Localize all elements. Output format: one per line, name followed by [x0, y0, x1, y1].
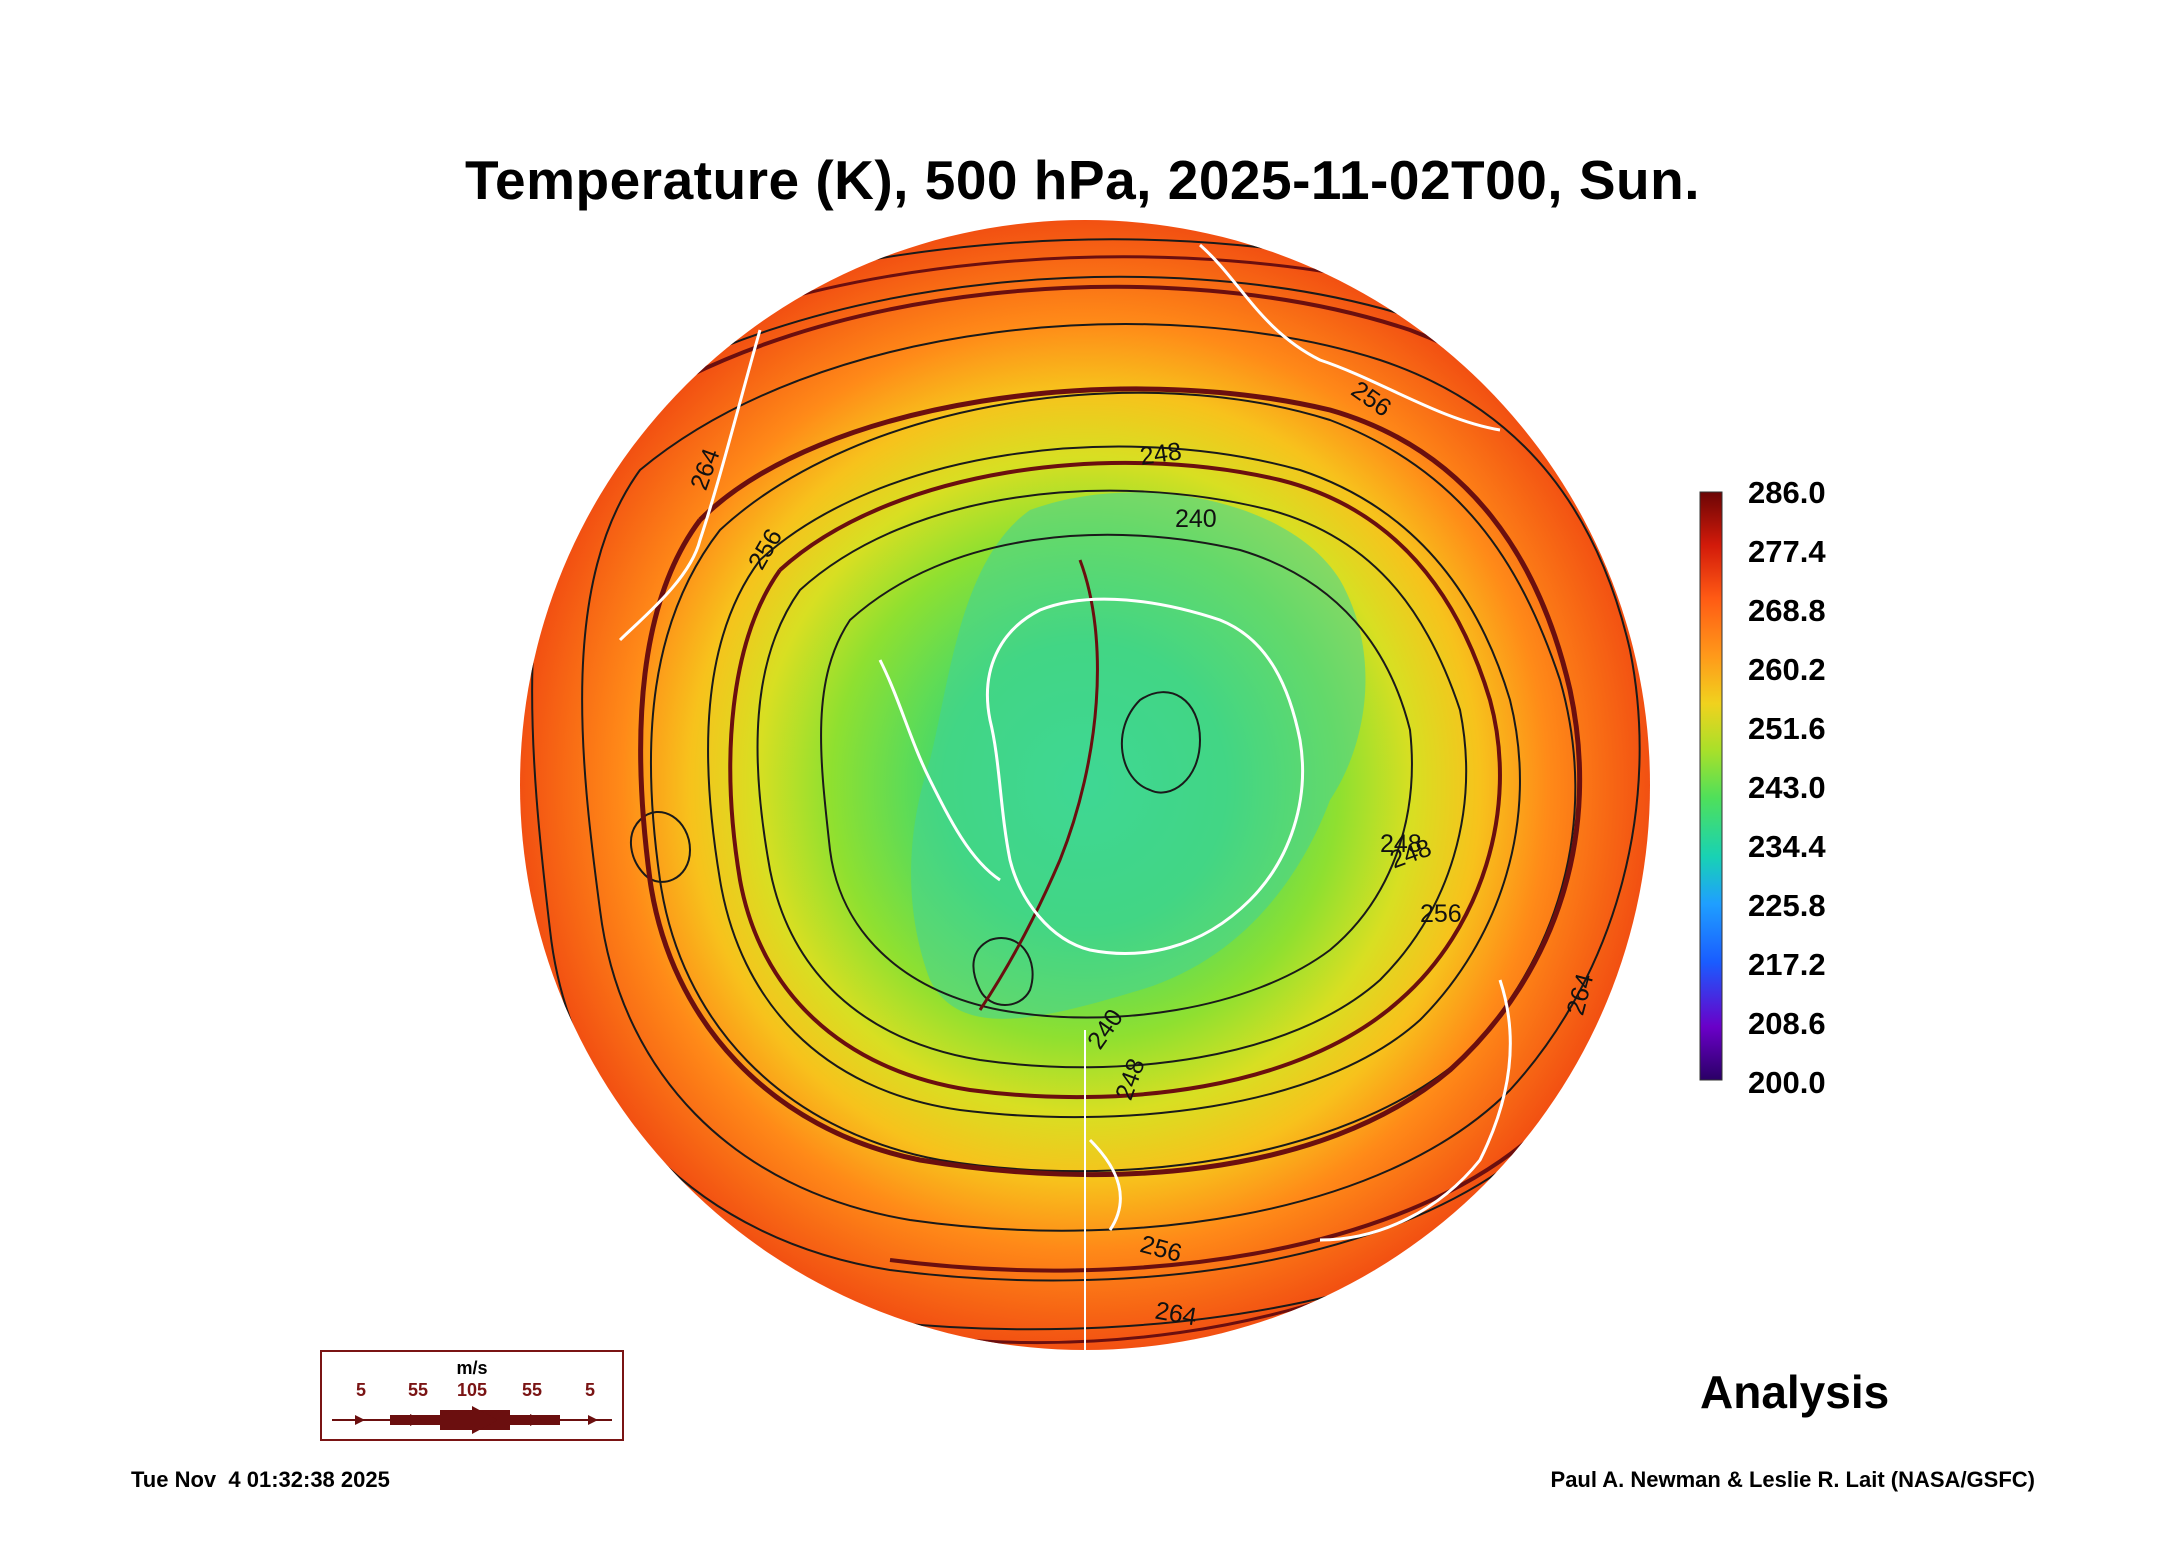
page-title: Temperature (K), 500 hPa, 2025-11-02T00,…	[464, 149, 1701, 211]
footer-credit: Paul A. Newman & Leslie R. Lait (NASA/GS…	[1550, 1467, 2035, 1492]
wind-speed-legend: m/s 5 55 105 55 5	[320, 1350, 624, 1441]
colorbar-label-243: 243.0	[1748, 770, 1826, 805]
colorbar-label-225: 225.8	[1748, 888, 1826, 923]
colorbar-label-260: 260.2	[1748, 652, 1826, 687]
colorbar-label-286: 286.0	[1748, 475, 1826, 510]
cold-core	[911, 492, 1366, 1019]
contour-value-label: 256	[1420, 900, 1462, 928]
colorbar-label-251: 251.6	[1748, 711, 1826, 746]
wind-speed-label: 55	[408, 1380, 429, 1400]
wind-speed-label: 5	[585, 1380, 596, 1400]
colorbar	[1699, 491, 1723, 1081]
wind-legend-arrows	[332, 1406, 612, 1434]
wind-speed-label: 105	[457, 1380, 488, 1400]
wind-speed-label: 5	[356, 1380, 367, 1400]
colorbar-label-277: 277.4	[1748, 534, 1826, 569]
contour-value-label: 240	[1175, 505, 1217, 533]
footer-timestamp: Tue Nov 4 01:32:38 2025	[131, 1467, 390, 1492]
contour-value-label: 248	[1138, 437, 1184, 471]
colorbar-label-208: 208.6	[1748, 1006, 1826, 1041]
colorbar-label-217: 217.2	[1748, 947, 1826, 982]
analysis-label: Analysis	[1700, 1366, 1890, 1418]
coastlines	[618, 243, 1512, 1350]
wind-speed-label: 55	[522, 1380, 543, 1400]
wind-legend-unit: m/s	[456, 1358, 488, 1378]
colorbar-label-234: 234.4	[1748, 829, 1826, 864]
colorbar-label-268: 268.8	[1748, 593, 1826, 628]
contour-value-label: 248	[1380, 830, 1422, 858]
colorbar-label-200: 200.0	[1748, 1065, 1826, 1100]
